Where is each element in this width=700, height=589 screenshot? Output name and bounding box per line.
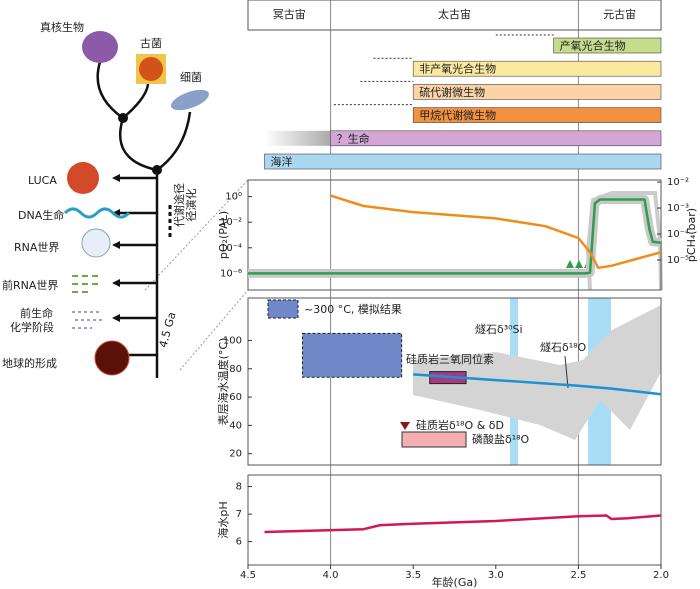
y-tick-label: 6 (236, 537, 242, 548)
x-tick-label: 3.0 (488, 570, 504, 581)
tree-label: 前生命 (20, 306, 53, 320)
icon (72, 275, 98, 293)
tree-label: 前RNA世界 (2, 278, 58, 292)
tree-label: 化学阶段 (10, 320, 54, 334)
fade-extension (264, 130, 331, 146)
timeline-label: 硫代谢微生物 (419, 85, 485, 99)
y-tick-label: 10⁻⁴ (220, 243, 242, 254)
annotation: 燧石δ¹⁸O (540, 340, 587, 354)
panel-frame (247, 474, 662, 566)
y-tick-label: 10⁻² (220, 217, 242, 228)
x-tick-label: 4.0 (323, 570, 339, 581)
legend-label: 硅质岩δ¹⁸O & δD (416, 418, 504, 432)
timeline-bar (264, 153, 662, 170)
y-tick-label: 100 (223, 335, 242, 346)
legend-swatch (400, 422, 410, 430)
y-tick-label: 10⁻⁶ (220, 268, 242, 279)
y-tick-label: 10⁻⁴ (667, 229, 689, 240)
y-tick-label: 10⁻² (667, 177, 689, 188)
tree-label: 4.5 Ga (157, 311, 179, 349)
x-tick-label: 3.5 (405, 570, 421, 581)
legend-label: ~300 °C, 模拟结果 (304, 302, 402, 316)
line (248, 198, 662, 275)
x-tick-label: 2.5 (570, 570, 586, 581)
icon (171, 89, 209, 111)
timeline-bar (330, 130, 662, 147)
y-tick-label: 60 (229, 392, 242, 403)
y-tick-label: 10⁻³ (667, 203, 689, 214)
annotation: 硅质岩三氧同位素 (406, 352, 494, 366)
line (413, 373, 662, 396)
y-tick-label: 10⁻⁵ (667, 255, 689, 266)
arrowheads (112, 113, 162, 359)
connector (179, 289, 249, 371)
tree-label: 真核生物 (40, 20, 84, 34)
eon-label: 元古宙 (603, 7, 636, 21)
annotation: 燧石δ³⁰Si (475, 322, 523, 336)
line-halo (248, 195, 662, 278)
panel-frame (247, 297, 662, 466)
timeline-label: ？生命 (337, 131, 370, 145)
y-tick-label: 10⁰ (225, 192, 242, 203)
icon (94, 340, 130, 376)
icon (81, 228, 111, 258)
icon (82, 31, 118, 63)
y-tick-label: 20 (229, 449, 242, 460)
tree-label: LUCA (28, 174, 57, 187)
timeline-label: 海洋 (271, 155, 293, 169)
legend-swatch (401, 431, 467, 448)
eon-label: 太古宙 (438, 7, 471, 21)
tree-label: 代谢途径 (172, 183, 186, 227)
icon (139, 57, 163, 81)
tree-label: 细菌 (180, 71, 202, 84)
y-axis-label: 海水pH (216, 501, 230, 538)
y-tick-label: 7 (236, 509, 242, 520)
y-tick-label: 80 (229, 364, 242, 375)
icon (72, 311, 103, 329)
y-axis-label: 表层海水温度(°C) (216, 338, 230, 426)
line (264, 514, 662, 534)
y-tick-label: 8 (236, 482, 242, 493)
x-tick-label: 4.5 (240, 570, 256, 581)
timeline-label: 非产氧光合生物 (419, 62, 496, 76)
eon-frame (247, 0, 662, 31)
eon-label: 冥古宙 (273, 7, 306, 21)
x-axis-label: 年龄(Ga) (432, 575, 478, 589)
tree-label: 古菌 (140, 37, 162, 50)
pointer (564, 355, 569, 389)
y-axis-label: pO₂(PAL) (217, 211, 230, 259)
data-box (302, 332, 403, 378)
panel-frame (247, 179, 662, 291)
connector (144, 179, 249, 291)
y-tick-label: 40 (229, 420, 242, 431)
icon (67, 162, 99, 194)
tree-label: DNA生命 (18, 208, 64, 222)
legend-label: 磷酸盐δ¹⁸O (472, 432, 530, 446)
timeline-bar (412, 60, 662, 77)
timeline-bar (412, 107, 662, 123)
timeline-bar (553, 37, 662, 54)
y2-axis-label: pCH₄(bar) (685, 208, 698, 262)
timeline-bar (412, 84, 662, 100)
range-band (413, 305, 661, 440)
tree-label: 地球的形成 (2, 356, 57, 370)
timeline-label: 甲烷代谢微生物 (419, 108, 496, 122)
x-tick-label: 2.0 (653, 570, 669, 581)
tree-label: RNA世界 (14, 241, 59, 254)
legend-swatch (267, 299, 299, 319)
line (330, 194, 662, 270)
icon (63, 207, 131, 219)
timeline-label: 产氧光合生物 (560, 39, 626, 53)
tree-label: 径演化 (184, 189, 198, 222)
